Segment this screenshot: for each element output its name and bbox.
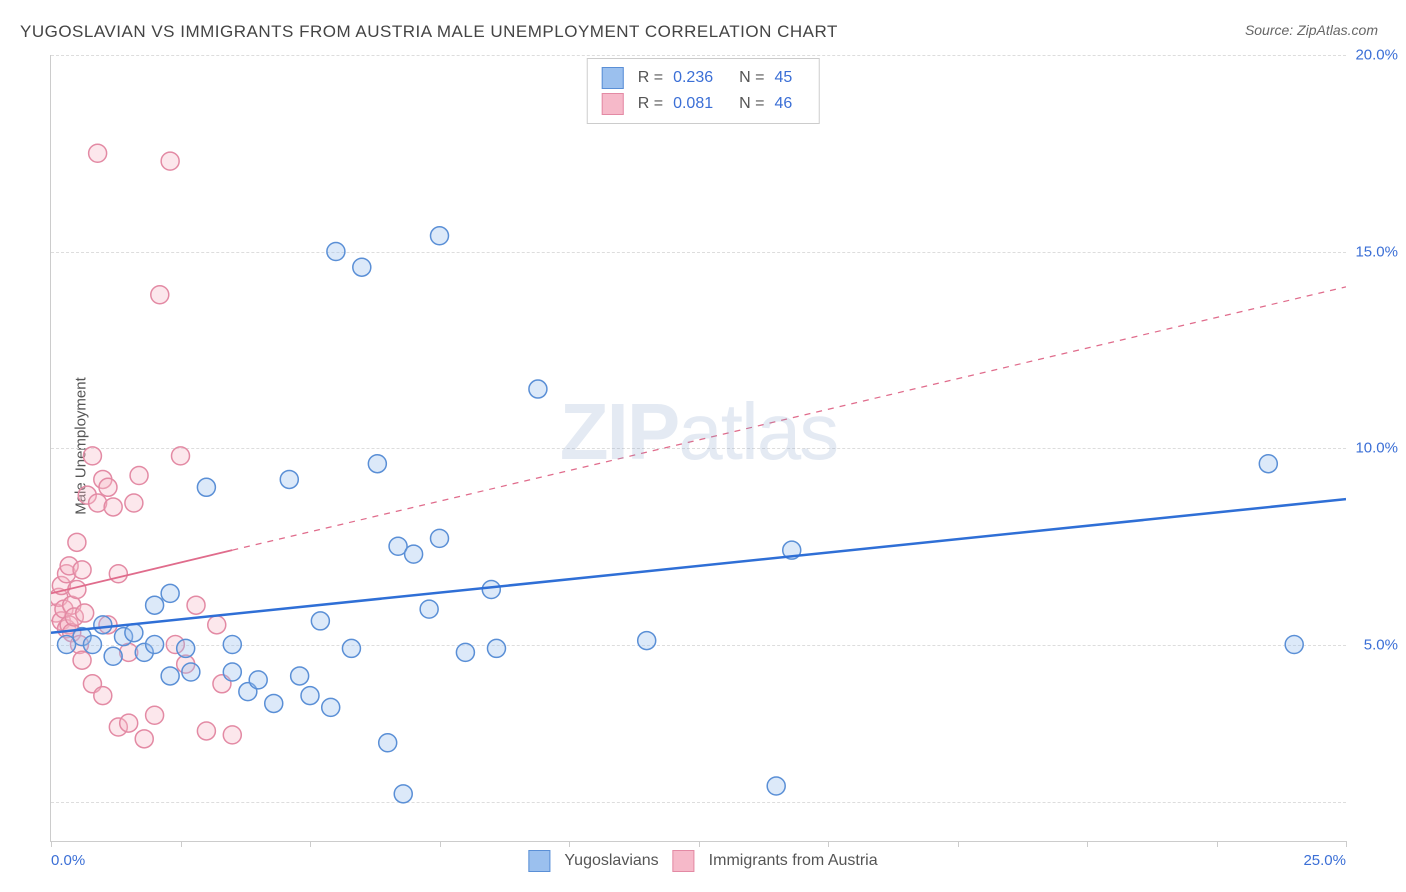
legend-swatch-blue <box>602 67 624 89</box>
r-value-1: 0.236 <box>673 69 713 87</box>
legend-swatch-blue-bottom <box>528 850 550 872</box>
n-label-2: N = <box>739 95 764 113</box>
r-value-2: 0.081 <box>673 95 713 113</box>
legend-row-1: R = 0.236 N = 45 <box>602 65 805 91</box>
n-label-1: N = <box>739 69 764 87</box>
r-label-1: R = <box>638 69 663 87</box>
x-tick-label: 25.0% <box>1303 852 1346 869</box>
legend-series2-label: Immigrants from Austria <box>709 852 878 870</box>
source-label: Source: ZipAtlas.com <box>1245 22 1378 38</box>
y-tick-label: 10.0% <box>1355 440 1398 457</box>
y-tick-label: 5.0% <box>1364 636 1398 653</box>
plot-svg <box>51 55 1346 841</box>
legend-row-2: R = 0.081 N = 46 <box>602 91 805 117</box>
n-value-1: 45 <box>774 69 792 87</box>
y-tick-label: 15.0% <box>1355 243 1398 260</box>
plot-area: ZIPatlas 5.0%10.0%15.0%20.0%0.0%25.0% <box>50 55 1346 842</box>
chart-container: YUGOSLAVIAN VS IMMIGRANTS FROM AUSTRIA M… <box>0 0 1406 892</box>
r-label-2: R = <box>638 95 663 113</box>
n-value-2: 46 <box>774 95 792 113</box>
legend-bottom: Yugoslavians Immigrants from Austria <box>528 850 877 872</box>
legend-swatch-pink <box>602 93 624 115</box>
legend-top: R = 0.236 N = 45 R = 0.081 N = 46 <box>587 58 820 124</box>
legend-swatch-pink-bottom <box>673 850 695 872</box>
y-tick-label: 20.0% <box>1355 47 1398 64</box>
chart-title: YUGOSLAVIAN VS IMMIGRANTS FROM AUSTRIA M… <box>20 22 838 42</box>
legend-series1-label: Yugoslavians <box>564 852 658 870</box>
x-tick-label: 0.0% <box>51 852 85 869</box>
